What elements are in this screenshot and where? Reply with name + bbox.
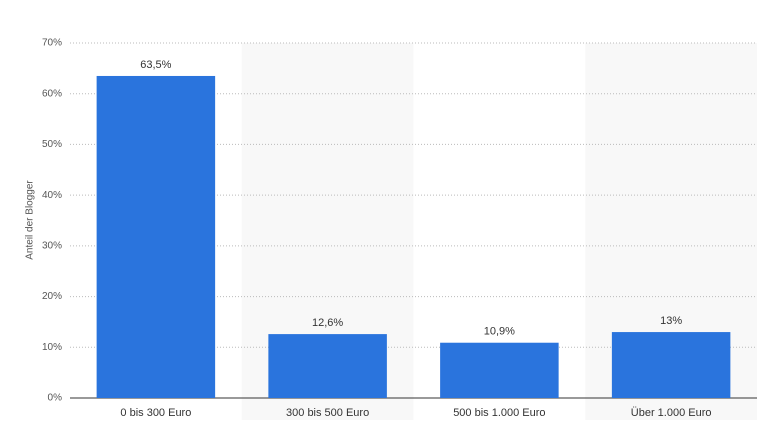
- x-tick-label: 0 bis 300 Euro: [120, 407, 191, 419]
- value-label: 12,6%: [312, 317, 343, 329]
- value-label: 13%: [660, 315, 682, 327]
- y-tick-label: 40%: [42, 190, 62, 201]
- x-tick-label: 300 bis 500 Euro: [286, 407, 369, 419]
- bar: [611, 332, 731, 398]
- value-label: 10,9%: [484, 326, 515, 338]
- y-tick-label: 0%: [48, 393, 63, 404]
- y-tick-label: 60%: [42, 88, 62, 99]
- x-tick-label: Über 1.000 Euro: [631, 407, 712, 419]
- y-tick-label: 10%: [42, 342, 62, 353]
- y-tick-label: 20%: [42, 291, 62, 302]
- bar: [440, 342, 559, 398]
- bar: [96, 75, 216, 398]
- y-tick-label: 70%: [42, 38, 62, 49]
- y-tick-label: 50%: [42, 139, 62, 150]
- x-tick-label: 500 bis 1.000 Euro: [453, 407, 545, 419]
- bar: [268, 334, 387, 398]
- y-tick-label: 30%: [42, 240, 62, 251]
- y-axis-label: Anteil der Blogger: [25, 180, 36, 260]
- value-label: 63,5%: [140, 59, 171, 71]
